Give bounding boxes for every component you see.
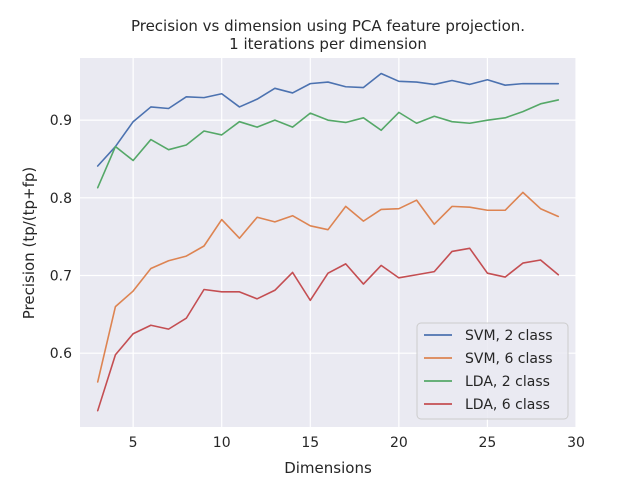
x-tick-label: 15 — [301, 435, 319, 451]
y-tick-labels: 0.6 0.7 0.8 0.9 — [50, 113, 72, 362]
y-tick-label: 0.8 — [50, 191, 72, 207]
x-tick-labels: 5 10 15 20 25 30 — [129, 435, 585, 451]
chart-title-line-2: 1 iterations per dimension — [229, 35, 427, 53]
legend-label-0: SVM, 2 class — [465, 328, 553, 344]
legend-label-1: SVM, 6 class — [465, 351, 553, 367]
series-lines — [96, 72, 560, 412]
x-tick-label: 10 — [213, 435, 231, 451]
legend-box — [416, 322, 569, 420]
legend: SVM, 2 class SVM, 6 class LDA, 2 class LDA,… — [416, 322, 569, 420]
x-tick-label: 30 — [567, 435, 585, 451]
series-line-0 — [96, 72, 560, 167]
x-tick-label: 20 — [390, 435, 408, 451]
series-line-1 — [96, 191, 560, 383]
y-tick-label: 0.6 — [50, 346, 72, 362]
x-tick-label: 25 — [479, 435, 497, 451]
legend-label-3: LDA, 6 class — [465, 397, 550, 413]
series-line-3 — [96, 247, 560, 412]
series-line-2 — [96, 99, 560, 189]
x-tick-label: 5 — [129, 435, 138, 451]
x-axis-label: Dimensions — [284, 459, 372, 477]
y-tick-label: 0.7 — [50, 269, 72, 285]
chart-title-line-1: Precision vs dimension using PCA feature… — [131, 17, 525, 35]
legend-label-2: LDA, 2 class — [465, 374, 550, 390]
y-tick-label: 0.9 — [50, 113, 72, 129]
y-axis-label: Precision (tp/(tp+fp) — [20, 167, 38, 319]
